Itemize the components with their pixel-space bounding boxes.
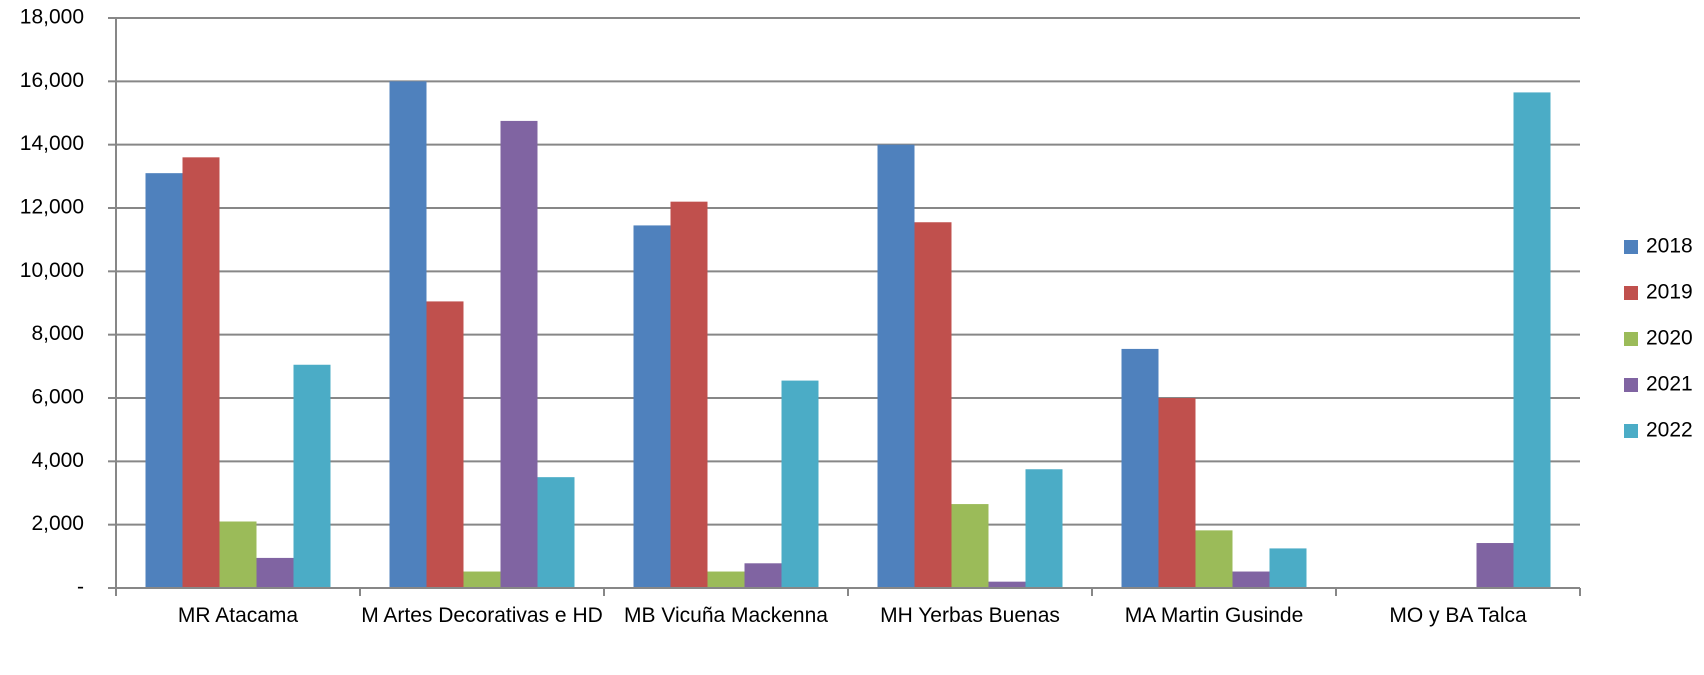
legend-label: 2022	[1646, 419, 1693, 442]
x-tick-label: MR Atacama	[177, 604, 299, 627]
bar	[633, 225, 671, 588]
legend-swatch	[1624, 240, 1638, 254]
bar	[781, 380, 819, 588]
bar	[145, 173, 183, 588]
bar	[389, 81, 427, 588]
bar	[1158, 398, 1196, 588]
bar	[707, 571, 745, 588]
bar	[537, 477, 575, 588]
legend-swatch	[1624, 286, 1638, 300]
bar	[1025, 469, 1063, 588]
bar	[1195, 530, 1233, 588]
y-tick-label: 2,000	[31, 512, 84, 535]
bar	[182, 157, 220, 589]
bar	[1121, 348, 1159, 588]
x-tick-label: M Artes Decorativas e HD	[361, 604, 603, 627]
bar	[1232, 571, 1270, 588]
bar	[426, 301, 464, 588]
y-tick-label: 10,000	[20, 259, 84, 282]
bar	[914, 222, 952, 588]
bar	[256, 557, 294, 588]
legend-label: 2018	[1646, 235, 1693, 258]
bar	[951, 504, 989, 588]
legend-swatch	[1624, 424, 1638, 438]
legend-swatch	[1624, 332, 1638, 346]
bar	[219, 521, 257, 588]
y-tick-label: 14,000	[20, 132, 84, 155]
bar	[463, 571, 501, 588]
x-tick-label: MB Vicuña Mackenna	[624, 604, 828, 627]
legend-label: 2019	[1646, 281, 1693, 304]
y-tick-label: 16,000	[20, 69, 84, 92]
legend-label: 2021	[1646, 373, 1693, 396]
bar	[988, 581, 1026, 588]
bar	[670, 201, 708, 588]
y-tick-label: 6,000	[31, 386, 84, 409]
x-tick-label: MO y BA Talca	[1389, 604, 1527, 627]
y-tick-label: -	[77, 576, 84, 599]
legend-label: 2020	[1646, 327, 1693, 350]
bar	[1513, 92, 1551, 589]
x-tick-label: MA Martin Gusinde	[1124, 604, 1304, 627]
bar	[877, 144, 915, 588]
y-tick-label: 4,000	[31, 449, 84, 472]
bar	[293, 364, 331, 588]
bar	[500, 120, 538, 589]
bar	[744, 563, 782, 588]
y-tick-label: 8,000	[31, 322, 84, 345]
y-tick-label: 12,000	[20, 196, 84, 219]
x-tick-label: MH Yerbas Buenas	[880, 604, 1060, 627]
legend-swatch	[1624, 378, 1638, 392]
bar	[1269, 548, 1307, 588]
y-tick-label: 18,000	[20, 6, 84, 29]
bar	[1476, 543, 1514, 588]
